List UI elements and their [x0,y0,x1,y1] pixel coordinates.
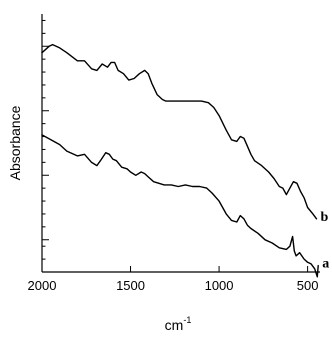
series-label-a: a [322,257,329,272]
series-label-group: ba [320,210,329,272]
y-ticks [42,19,49,260]
x-axis-group: 2000 1500 1000 500 [28,266,320,293]
x-ticks: 2000 1500 1000 500 [28,266,319,293]
series-label-b: b [320,210,328,225]
x-axis-title-superscript: -1 [183,315,191,325]
y-axis-group [41,14,49,272]
x-tick-label: 500 [297,278,319,293]
series-line-b [41,43,318,220]
series-line-a [41,134,319,278]
y-axis-title: Absorbance [7,105,23,180]
x-tick-label: 1500 [116,278,145,293]
x-axis-title: cm-1 [165,315,192,333]
x-axis-title-base: cm [165,317,184,333]
series-group [41,43,319,278]
x-tick-label: 1000 [205,278,234,293]
x-tick-label: 2000 [28,278,57,293]
